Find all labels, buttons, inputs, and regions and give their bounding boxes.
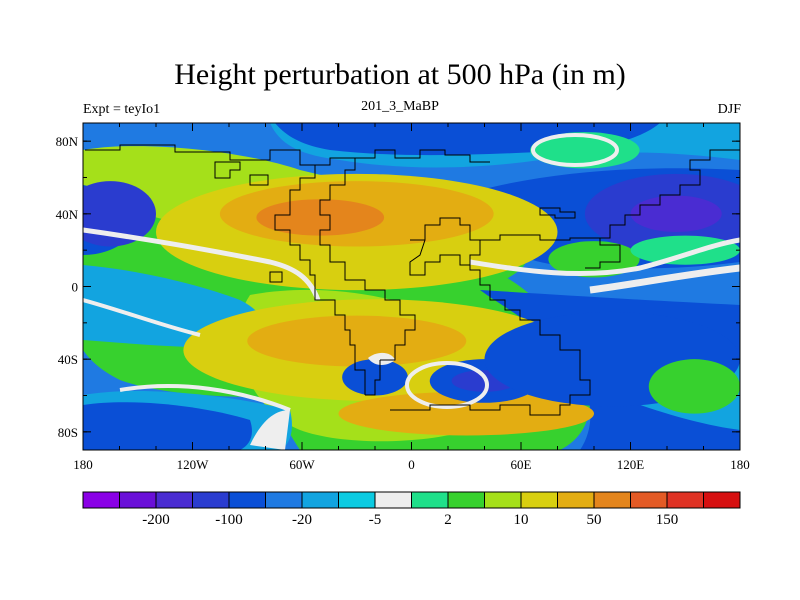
africa-eurasia-outline: [390, 217, 591, 416]
continent-outlines: [85, 144, 740, 416]
colorbar-label: 150: [656, 512, 679, 528]
field-blob-5: [338, 391, 594, 436]
colorbar-box-10: [447, 491, 485, 509]
experiment-label: Expt = teyIo1: [83, 102, 161, 117]
colorbar: -200 -100 -20 -5 2 10 50 150: [82, 491, 741, 528]
period-label: 201_3_MaBP: [361, 99, 439, 114]
colorbar-box-12: [520, 491, 558, 509]
zero-contour-south-pacific: [119, 384, 291, 412]
zero-contour-pacific: [83, 298, 201, 337]
colorbar-label: 10: [514, 512, 529, 528]
colorbar-box-7: [338, 491, 376, 509]
colorbar-box-9: [411, 491, 449, 509]
arctic-island: [214, 161, 241, 179]
colorbar-label: -20: [292, 512, 312, 528]
x-tick-label: 120W: [177, 457, 210, 472]
colorbar-box-0: [82, 491, 120, 509]
colorbar-box-15: [630, 491, 668, 509]
zero-contour-arctic: [531, 133, 619, 167]
field-blobs: [83, 132, 740, 436]
x-tick-label: 0: [408, 457, 415, 472]
hudson-bay: [249, 174, 269, 186]
america-east-coast: [300, 157, 416, 361]
field-blue-south-pacific: [83, 402, 252, 450]
colorbar-label: 2: [444, 512, 452, 528]
field-blob-16: [648, 359, 740, 414]
america-west-coast: [85, 144, 366, 395]
x-tick-label: 180: [730, 457, 750, 472]
colorbar-box-4: [228, 491, 266, 509]
y-tick-label: 40N: [56, 207, 79, 222]
colorbar-box-2: [155, 491, 193, 509]
colorbar-label: -100: [215, 512, 243, 528]
zero-contour-west: [83, 227, 321, 301]
x-tick-label: 60W: [289, 457, 315, 472]
colorbar-box-1: [119, 491, 157, 509]
inland-sea: [539, 207, 576, 219]
colorbar-box-14: [593, 491, 631, 509]
colorbar-box-16: [666, 491, 704, 509]
colorbar-box-6: [301, 491, 339, 509]
colorbar-box-8: [374, 491, 412, 509]
zero-contour-antarctic: [250, 410, 290, 450]
x-tick-label: 120E: [617, 457, 645, 472]
field-blob-7: [630, 195, 722, 232]
colorbar-box-17: [703, 491, 741, 509]
field-blob-11: [342, 359, 408, 396]
asia-east-coast: [600, 149, 740, 239]
asia-south-coast: [480, 234, 621, 269]
season-label: DJF: [717, 102, 741, 117]
x-tick-label: 60E: [511, 457, 532, 472]
zero-contour-patch: [368, 352, 395, 365]
y-tick-label: 40S: [58, 352, 78, 367]
y-tick-label: 80N: [56, 134, 79, 149]
zero-contour-east: [469, 237, 740, 277]
field-blob-14: [630, 235, 740, 265]
south-america-tip: [365, 360, 381, 396]
contour-field: [83, 123, 740, 450]
y-tick-label: 0: [72, 280, 79, 295]
colorbar-label: -200: [142, 512, 170, 528]
y-tick-label: 80S: [58, 425, 78, 440]
colorbar-box-3: [192, 491, 230, 509]
field-blob-2: [256, 199, 385, 236]
colorbar-label: 50: [587, 512, 602, 528]
colorbar-box-13: [557, 491, 595, 509]
zero-contour-south-atlantic: [405, 361, 489, 409]
mediterranean-outline: [409, 239, 470, 276]
field-blob-13: [548, 241, 640, 278]
field-blob-4: [247, 315, 467, 367]
colorbar-box-5: [265, 491, 303, 509]
plot-title: Height perturbation at 500 hPa (in m): [174, 58, 626, 91]
small-island: [269, 271, 283, 283]
x-tick-label: 180: [73, 457, 93, 472]
zero-contour-pacific-east: [589, 264, 740, 294]
axis-ticks: 180 120W 60W 0 60E 120E 180 80N 40N 0 40S 80S: [56, 123, 750, 472]
colorbar-label: -5: [369, 512, 382, 528]
eurasia-north-coast: [355, 149, 490, 163]
colorbar-box-11: [484, 491, 522, 509]
